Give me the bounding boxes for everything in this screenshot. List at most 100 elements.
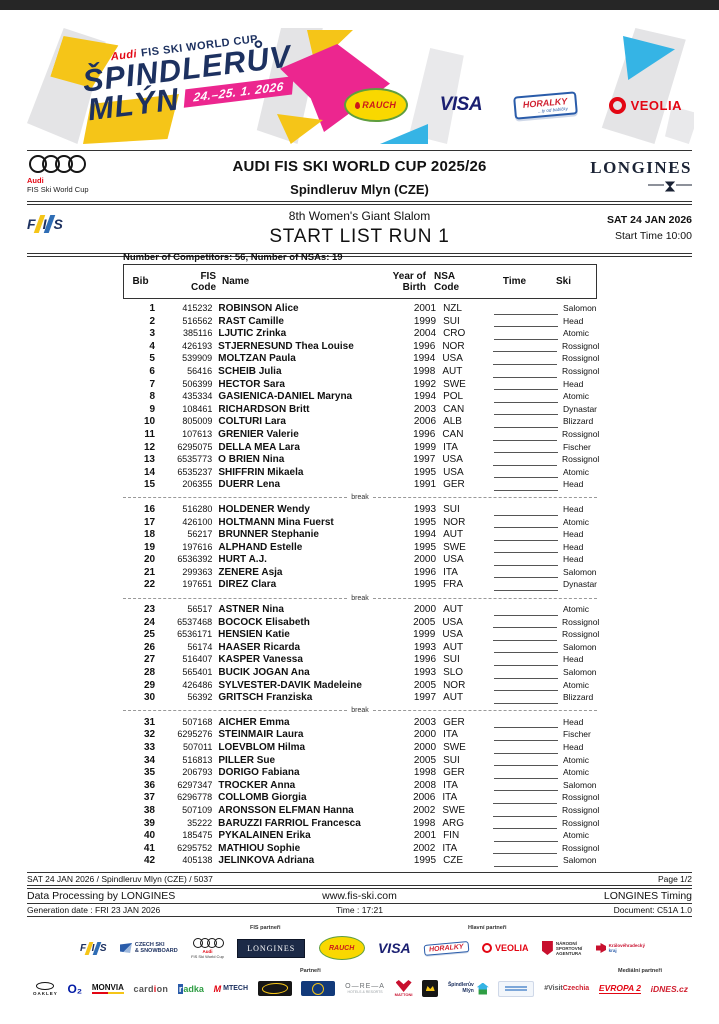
table-row: 26 56174 HAASER Ricarda 1993 AUT Salomon	[123, 642, 597, 655]
table-row: 41 6295752 MATHIOU Sophie 2002 ITA Rossignol	[123, 842, 599, 856]
nsa-code: CAN	[443, 403, 465, 415]
ski-brand: Head	[562, 742, 584, 752]
partner-logo-idnes: iDNES.cz	[650, 983, 688, 994]
time-blank-line	[493, 794, 557, 804]
ski-brand: Atomic	[562, 391, 589, 402]
fis-code: 6536171	[177, 629, 213, 640]
competitor-name: HOLTMANN Mina Fuerst	[218, 516, 334, 528]
competitor-name: MOLTZAN Paula	[218, 353, 296, 365]
table-row: 37 6296778 COLLOMB Giorgia 2006 ITA Rossignol	[123, 792, 599, 805]
year-of-birth: 1995	[413, 855, 437, 867]
time-blank-line	[493, 819, 557, 830]
year-of-birth: 2000	[413, 742, 437, 753]
partner-logo-horalky: HORALKY	[423, 940, 470, 956]
nsa-code: CAN	[442, 428, 464, 440]
table-row: 23 56517 ASTNER Nina 2000 AUT Atomic	[123, 604, 597, 617]
time-blank-line	[493, 317, 558, 328]
time-blank-line	[493, 656, 558, 667]
nsa-code: USA	[442, 454, 463, 466]
break-divider: break	[123, 705, 597, 717]
partner-logo-evropa: EVROPA 2	[598, 983, 641, 994]
rule	[27, 916, 692, 917]
fis-code: 197651	[182, 579, 213, 590]
double-rule	[27, 253, 692, 257]
year-of-birth: 1995	[413, 541, 437, 553]
time-blank-line	[493, 355, 557, 365]
time-blank-line	[493, 807, 557, 817]
time-blank-line	[493, 581, 558, 592]
year-of-birth: 2000	[413, 554, 437, 566]
fis-code: 415232	[182, 303, 213, 313]
table-row: 19 197616 ALPHAND Estelle 1995 SWE Head	[123, 542, 597, 555]
year-of-birth: 1995	[413, 516, 437, 528]
rauch-drop-icon	[355, 101, 361, 109]
time-blank-line	[493, 844, 557, 855]
year-of-birth: 2003	[413, 716, 437, 728]
time-blank-line	[493, 393, 558, 403]
list-title: START LIST RUN 1	[269, 226, 450, 247]
fis-code: 108461	[182, 403, 213, 414]
rule	[27, 150, 692, 151]
table-row: 16 516280 HOLDENER Wendy 1993 SUI Head	[123, 504, 597, 517]
bib-number: 7	[149, 378, 156, 390]
rule	[27, 903, 692, 904]
series-title: AUDI FIS SKI WORLD CUP 2025/26	[232, 158, 487, 175]
fis-code: 6295752	[177, 842, 213, 853]
year-of-birth: 1998	[413, 817, 436, 829]
bib-number: 9	[149, 403, 156, 415]
bib-number: 10	[143, 416, 156, 428]
table-row: 8 435334 GASIENICA-DANIEL Maryna 1994 POL Ato…	[123, 391, 597, 404]
year-of-birth: 2005	[413, 616, 436, 628]
ski-brand: Dynastar	[562, 403, 597, 414]
competitor-name: SCHEIB Julia	[218, 365, 282, 377]
time-blank-line	[493, 543, 558, 554]
partner-row-2: OAKLEY O₂ MONVIA cardion radka M MTECH O—RE—A HO…	[33, 980, 688, 997]
partner-logo-oakley: OAKLEY	[33, 981, 58, 996]
bib-number: 16	[143, 503, 156, 515]
fis-code: 6297347	[177, 779, 213, 790]
nsa-code: AUT	[443, 641, 464, 653]
year-of-birth: 1993	[413, 503, 437, 515]
ski-brand: Rossignol	[561, 454, 600, 465]
competitor-name: KASPER Vanessa	[218, 654, 303, 666]
ski-brand: Dynastar	[562, 579, 597, 590]
competitor-name: SHIFFRIN Mikaela	[218, 466, 304, 478]
competitor-name: ROBINSON Alice	[218, 303, 299, 314]
competitor-count-line: Number of Competitors: 56, Number of NSA…	[123, 252, 343, 263]
time-blank-line	[493, 857, 558, 867]
table-row: 38 507109 ARONSSON ELFMAN Hanna 2002 SWE Ross…	[123, 805, 599, 818]
table-row: 5 539909 MOLTZAN Paula 1994 USA Rossignol	[123, 353, 599, 366]
table-row: 32 6295276 STEINMAIR Laura 2000 ITA Fischer	[123, 729, 597, 742]
year-of-birth: 1997	[413, 692, 437, 704]
col-header-name: Name	[222, 276, 250, 287]
nsa-code: ITA	[443, 779, 458, 791]
time-blank-line	[493, 731, 558, 741]
audi-sponsor-block: Audi FIS Ski World Cup	[27, 154, 157, 201]
document-header: Audi FIS Ski World Cup AUDI FIS SKI WORL…	[27, 150, 692, 257]
partner-logo-mtech: M MTECH	[213, 983, 249, 994]
nsa-code: NOR	[443, 679, 466, 691]
col-header-bib: Bib	[132, 276, 149, 287]
bib-number: 24	[143, 616, 155, 628]
year-of-birth: 1997	[413, 454, 436, 466]
start-list-table: Bib FIS Code Name Year of Birth NSA Code Ti…	[123, 264, 600, 868]
fis-code: 6537468	[177, 616, 213, 627]
veolia-ring-icon	[608, 96, 626, 114]
table-row: 31 507168 AICHER Emma 2003 GER Head	[123, 717, 597, 730]
partner-logo-darkoval	[257, 981, 292, 996]
audi-wordmark: Audi	[27, 176, 44, 185]
fis-code: 405138	[182, 855, 213, 866]
bib-number: 8	[149, 391, 156, 403]
competitor-name: DORIGO Fabiana	[218, 767, 300, 779]
fis-code: 435334	[182, 391, 213, 402]
partner-logo-audi: Audi FIS Ski World Cup	[191, 937, 225, 959]
partner-logo-spindl: Špindlerův Mlýn	[448, 982, 489, 995]
fis-code: 185475	[182, 830, 213, 841]
nsa-code: NZL	[443, 303, 462, 314]
competitor-name: GRITSCH Franziska	[218, 692, 313, 704]
year-of-birth: 2000	[413, 604, 437, 616]
year-of-birth: 2003	[413, 403, 437, 415]
competitor-name: LOEVBLOM Hilma	[218, 742, 306, 753]
footer-generation-time: Time : 17:21	[336, 905, 383, 915]
col-header-nsa-code: NSA Code	[434, 270, 459, 293]
